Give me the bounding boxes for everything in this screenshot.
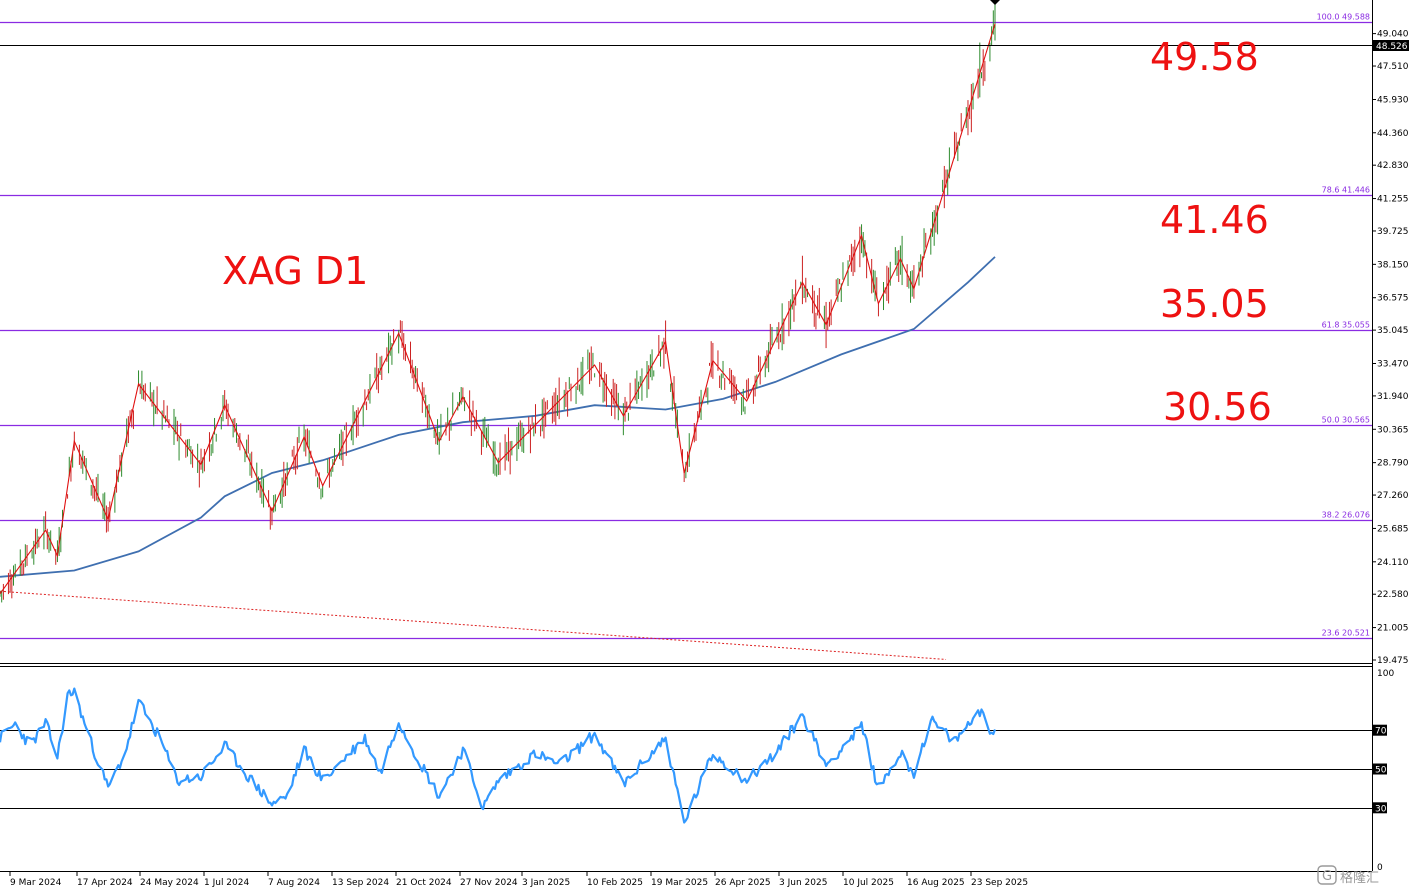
time-tick-label: 10 Jul 2025 <box>843 878 894 888</box>
time-tick-label: 19 Mar 2025 <box>651 878 708 888</box>
price-axis: 49.040 47.510 45.930 44.360 42.830 41.255 39.7… <box>1372 30 1409 666</box>
price-tick-label: 22.580 <box>1377 590 1409 600</box>
rsi-level-box <box>1373 802 1387 814</box>
rsi-level-box <box>1373 724 1387 736</box>
rsi-axis: 100 70 50 30 0 <box>1373 669 1394 873</box>
chart-title: XAG D1 <box>222 249 368 293</box>
moving-average-layer <box>0 256 996 578</box>
price-tick-label: 27.260 <box>1377 491 1409 501</box>
price-tick-label: 30.365 <box>1377 425 1409 435</box>
watermark-text: 格隆汇 <box>1340 870 1379 886</box>
price-tick-label: 36.575 <box>1377 294 1409 304</box>
price-tick-label: 19.475 <box>1377 656 1409 666</box>
watermark: G 格隆汇 <box>1317 865 1379 886</box>
time-tick-label: 21 Oct 2024 <box>396 878 452 888</box>
zigzag-line <box>0 23 996 595</box>
fib-level-label: 78.6 41.446 <box>1322 186 1370 195</box>
rsi-level-box <box>1373 763 1387 775</box>
rsi-tick-label: 30 <box>1375 804 1387 814</box>
rsi-tick-label: 100 <box>1377 669 1394 679</box>
rsi-line <box>0 687 997 824</box>
watermark-logo-glyph: G <box>1322 869 1332 884</box>
rsi-tick-label: 0 <box>1377 863 1383 873</box>
price-tick-label: 44.360 <box>1377 129 1409 139</box>
rsi-tick-label: 50 <box>1375 766 1387 776</box>
fib-levels: 100.0 49.588 78.6 41.446 61.8 35.055 50.0 3… <box>0 13 1372 640</box>
price-tick-label: 33.470 <box>1377 359 1409 369</box>
time-tick-label: 13 Sep 2024 <box>332 878 389 888</box>
price-tick-label: 31.940 <box>1377 392 1409 402</box>
price-tick-label: 35.045 <box>1377 326 1409 336</box>
rsi-pane <box>0 666 1372 871</box>
time-tick-label: 3 Jun 2025 <box>779 878 827 888</box>
fib-callouts: 49.58 41.46 35.05 30.56 <box>1150 35 1272 429</box>
time-tick-label: 27 Nov 2024 <box>460 878 518 888</box>
price-tick-label: 45.930 <box>1377 96 1409 106</box>
time-tick-label: 24 May 2024 <box>140 878 199 888</box>
fib-callout: 30.56 <box>1163 385 1272 429</box>
time-tick-label: 17 Apr 2024 <box>77 878 133 888</box>
rsi-line-layer <box>0 687 997 824</box>
current-price-box <box>1373 40 1409 51</box>
time-tick-label: 9 Mar 2024 <box>10 878 62 888</box>
price-tick-label: 47.510 <box>1377 62 1409 72</box>
time-tick-label: 23 Sep 2025 <box>971 878 1028 888</box>
current-price-label: 48.526 <box>1376 42 1408 52</box>
time-tick-label: 7 Aug 2024 <box>268 878 320 888</box>
fib-level-label: 50.0 30.565 <box>1322 416 1370 425</box>
price-tick-label: 28.790 <box>1377 459 1409 469</box>
price-tick-label: 39.725 <box>1377 227 1409 237</box>
price-tick-label: 38.150 <box>1377 260 1409 270</box>
zigzag-layer <box>0 23 996 595</box>
time-tick-label: 1 Jul 2024 <box>204 878 249 888</box>
rsi-levels <box>0 730 1372 809</box>
watermark-logo-icon <box>1317 865 1337 885</box>
rsi-tick-label: 70 <box>1375 727 1387 737</box>
fib-level-label: 38.2 26.076 <box>1322 511 1370 520</box>
price-tick-label: 42.830 <box>1377 161 1409 171</box>
time-tick-label: 10 Feb 2025 <box>587 878 643 888</box>
moving-average-line <box>0 256 996 578</box>
fib-level-label: 61.8 35.055 <box>1322 321 1370 330</box>
time-axis: 9 Mar 2024 17 Apr 2024 24 May 2024 1 Jul 20… <box>9 871 1028 888</box>
time-tick-label: 3 Jan 2025 <box>522 878 570 888</box>
price-tick-label: 21.005 <box>1377 624 1409 634</box>
fib-callout: 41.46 <box>1160 198 1269 242</box>
candles-layer <box>0 4 996 603</box>
fib-callout: 49.58 <box>1150 35 1259 79</box>
price-tick-label: 25.685 <box>1377 524 1409 534</box>
time-tick-label: 26 Apr 2025 <box>715 878 771 888</box>
time-tick-label: 16 Aug 2025 <box>907 878 965 888</box>
arrow-marker-icon <box>990 0 1000 5</box>
price-tick-label: 24.110 <box>1377 558 1409 568</box>
fib-level-label: 23.6 20.521 <box>1322 629 1370 638</box>
price-tick-label: 41.255 <box>1377 195 1409 205</box>
price-tick-label: 49.040 <box>1377 30 1409 40</box>
fib-level-label: 100.0 49.588 <box>1317 13 1370 22</box>
fib-callout: 35.05 <box>1160 282 1269 326</box>
